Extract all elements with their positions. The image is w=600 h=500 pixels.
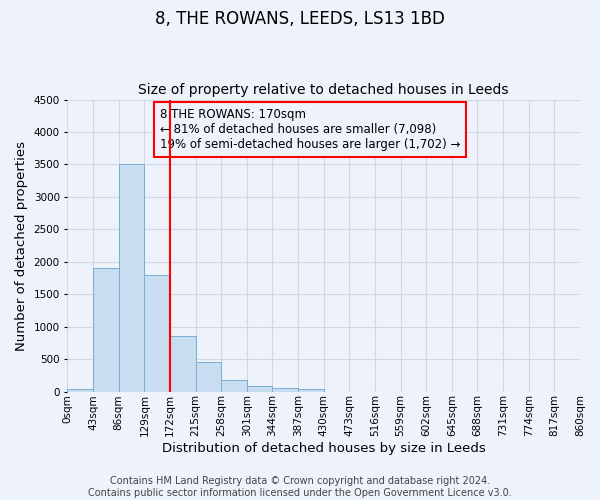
Bar <box>119 164 145 392</box>
Bar <box>170 336 196 392</box>
Bar <box>145 274 170 392</box>
Y-axis label: Number of detached properties: Number of detached properties <box>15 140 28 350</box>
Bar <box>247 386 272 392</box>
Title: Size of property relative to detached houses in Leeds: Size of property relative to detached ho… <box>139 83 509 97</box>
Bar <box>67 389 93 392</box>
Text: 8, THE ROWANS, LEEDS, LS13 1BD: 8, THE ROWANS, LEEDS, LS13 1BD <box>155 10 445 28</box>
Bar <box>196 362 221 392</box>
Text: 8 THE ROWANS: 170sqm
← 81% of detached houses are smaller (7,098)
19% of semi-de: 8 THE ROWANS: 170sqm ← 81% of detached h… <box>160 108 460 152</box>
Bar <box>272 388 298 392</box>
Bar <box>221 380 247 392</box>
Bar <box>93 268 119 392</box>
X-axis label: Distribution of detached houses by size in Leeds: Distribution of detached houses by size … <box>162 442 485 455</box>
Text: Contains HM Land Registry data © Crown copyright and database right 2024.
Contai: Contains HM Land Registry data © Crown c… <box>88 476 512 498</box>
Bar <box>298 389 324 392</box>
